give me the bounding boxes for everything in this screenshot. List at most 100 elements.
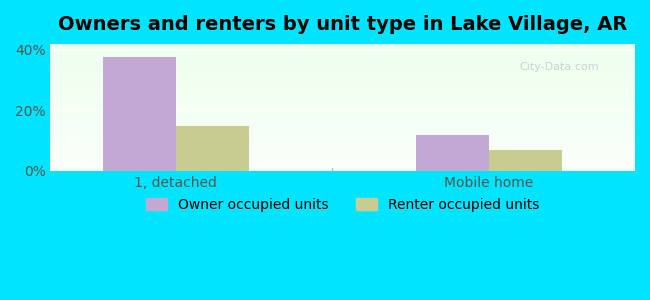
- Bar: [0, 124, 650, 125]
- Bar: [0, 154, 650, 156]
- Bar: [0, 81, 650, 82]
- Bar: [0, 87, 650, 88]
- Bar: [0, 125, 650, 127]
- Bar: [0, 163, 650, 165]
- Text: City-Data.com: City-Data.com: [519, 62, 599, 72]
- Bar: [0, 52, 650, 53]
- Bar: [0, 49, 650, 50]
- Bar: [0, 101, 650, 102]
- Bar: [0, 78, 650, 80]
- Bar: [0, 165, 650, 166]
- Bar: [0, 152, 650, 153]
- Bar: [0, 133, 650, 134]
- Bar: [0, 157, 650, 158]
- Bar: [0, 97, 650, 98]
- Bar: [0, 54, 650, 55]
- Bar: [0, 147, 650, 148]
- Bar: [0, 106, 650, 107]
- Bar: [0, 69, 650, 70]
- Bar: [0, 166, 650, 167]
- Title: Owners and renters by unit type in Lake Village, AR: Owners and renters by unit type in Lake …: [58, 15, 627, 34]
- Bar: [0, 72, 650, 73]
- Bar: [0, 160, 650, 161]
- Bar: [0, 46, 650, 48]
- Bar: [0, 153, 650, 154]
- Bar: [0, 59, 650, 60]
- Bar: [0, 96, 650, 97]
- Bar: [0, 55, 650, 57]
- Bar: [0, 90, 650, 91]
- Bar: [0, 149, 650, 151]
- Bar: [0, 53, 650, 54]
- Bar: [0, 70, 650, 72]
- Bar: [0, 77, 650, 78]
- Bar: [0, 170, 650, 171]
- Bar: [0, 57, 650, 58]
- Bar: [0, 64, 650, 65]
- Bar: [0, 146, 650, 147]
- Bar: [103, 58, 176, 171]
- Bar: [0, 127, 650, 128]
- Bar: [0, 118, 650, 119]
- Bar: [0, 114, 650, 115]
- Bar: [0, 105, 650, 106]
- Bar: [0, 73, 650, 74]
- Bar: [0, 139, 650, 140]
- Bar: [0, 85, 650, 86]
- Bar: [0, 95, 650, 96]
- Bar: [0, 91, 650, 92]
- Bar: [0, 167, 650, 168]
- Bar: [0, 45, 650, 46]
- Bar: [0, 122, 650, 123]
- Bar: [0, 123, 650, 124]
- Bar: [0, 111, 650, 112]
- Bar: [0, 168, 650, 170]
- Bar: [0, 100, 650, 101]
- Bar: [0, 60, 650, 62]
- Bar: [0, 102, 650, 104]
- Bar: [0, 82, 650, 83]
- Bar: [0, 50, 650, 52]
- Bar: [0, 80, 650, 81]
- Bar: [0, 76, 650, 77]
- Bar: [0, 136, 650, 138]
- Bar: [0, 158, 650, 160]
- Bar: [0, 74, 650, 76]
- Bar: [0, 68, 650, 69]
- Bar: [489, 150, 562, 171]
- Bar: [0, 109, 650, 110]
- Bar: [0, 128, 650, 129]
- Bar: [0, 65, 650, 67]
- Bar: [0, 48, 650, 49]
- Bar: [0, 93, 650, 95]
- Bar: [0, 103, 650, 105]
- Bar: [0, 140, 650, 142]
- Bar: [0, 112, 650, 114]
- Bar: [0, 86, 650, 87]
- Bar: [0, 98, 650, 100]
- Bar: [0, 116, 650, 118]
- Bar: [0, 138, 650, 139]
- Bar: [0, 131, 650, 133]
- Bar: [416, 135, 489, 171]
- Bar: [0, 142, 650, 143]
- Bar: [0, 129, 650, 130]
- Bar: [0, 107, 650, 109]
- Bar: [0, 88, 650, 90]
- Bar: [0, 148, 650, 149]
- Bar: [0, 134, 650, 135]
- Bar: [0, 143, 650, 144]
- Bar: [0, 135, 650, 136]
- Bar: [0, 156, 650, 157]
- Bar: [0, 130, 650, 131]
- Bar: [0, 44, 650, 45]
- Bar: [0, 58, 650, 59]
- Bar: [0, 110, 650, 111]
- Bar: [0, 161, 650, 162]
- Bar: [0, 115, 650, 116]
- Bar: [0, 83, 650, 85]
- Bar: [0, 162, 650, 163]
- Bar: [0, 120, 650, 122]
- Bar: [0, 63, 650, 64]
- Bar: [0, 67, 650, 68]
